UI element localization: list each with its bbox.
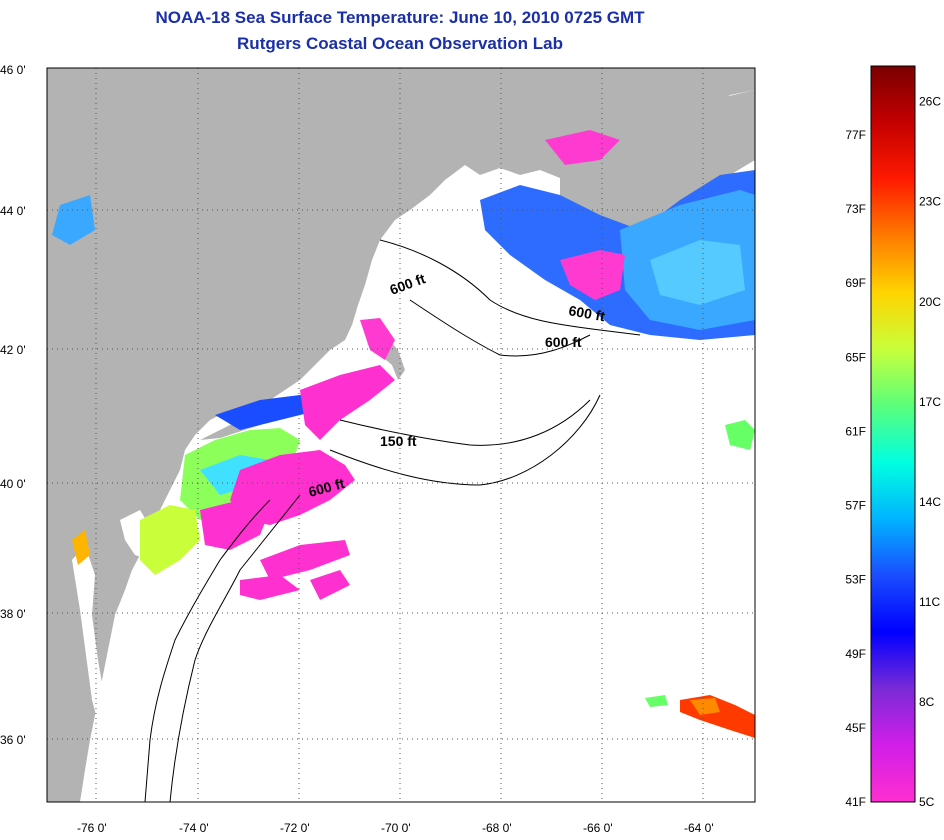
legend-c-label: 26C (919, 95, 941, 109)
sst-patches (52, 130, 755, 738)
legend-f-label: 45F (845, 721, 866, 735)
contour-label-150: 150 ft (380, 433, 417, 449)
legend-f-label: 61F (845, 424, 866, 438)
lon-label: -70 0' (381, 821, 411, 835)
colorbar (870, 65, 916, 803)
legend-f-label: 49F (845, 647, 866, 661)
legend-c-label: 20C (919, 295, 941, 309)
legend-f-label: 53F (845, 573, 866, 587)
legend-c-label: 23C (919, 195, 941, 209)
legend-c-label: 17C (919, 395, 941, 409)
legend-f-label: 65F (845, 350, 866, 364)
contour-label-600-b: 600 ft (567, 302, 606, 324)
lat-label: 40 0' (0, 477, 26, 491)
chesapeake-bay (72, 545, 105, 730)
lat-label: 38 0' (0, 607, 26, 621)
legend-f-label: 73F (845, 202, 866, 216)
legend-f-label: 69F (845, 276, 866, 290)
legend-f-label: 41F (845, 795, 866, 809)
legend-c-label: 8C (919, 695, 935, 709)
land-mainland (47, 68, 755, 802)
legend-f-label: 57F (845, 499, 866, 513)
bathymetry-contours (144, 239, 641, 802)
lon-label: -64 0' (684, 821, 714, 835)
lon-label: -74 0' (179, 821, 209, 835)
lat-label: 42 0' (0, 343, 26, 357)
map-title: NOAA-18 Sea Surface Temperature: June 10… (155, 8, 645, 27)
lon-label: -68 0' (482, 821, 512, 835)
grid-lines (47, 68, 755, 802)
lat-label: 44 0' (0, 204, 26, 218)
legend-c-label: 11C (919, 595, 940, 609)
map-subtitle: Rutgers Coastal Ocean Observation Lab (237, 34, 563, 53)
lat-label: 46 0' (0, 63, 26, 77)
fahrenheit-labels: 77F 73F 69F 65F 61F 57F 53F 49F 45F 41F (845, 128, 866, 809)
lon-label: -66 0' (583, 821, 613, 835)
map-frame (46, 67, 756, 803)
legend-f-label: 77F (845, 128, 866, 142)
lon-label: -72 0' (280, 821, 310, 835)
lon-label: -76 0' (77, 821, 107, 835)
celsius-labels: 26C 23C 20C 17C 14C 11C 8C 5C (919, 95, 941, 809)
contour-label-600-c: 600 ft (545, 334, 582, 350)
legend-c-label: 14C (919, 495, 941, 509)
lat-label: 36 0' (0, 733, 26, 747)
legend-c-label: 5C (919, 795, 935, 809)
